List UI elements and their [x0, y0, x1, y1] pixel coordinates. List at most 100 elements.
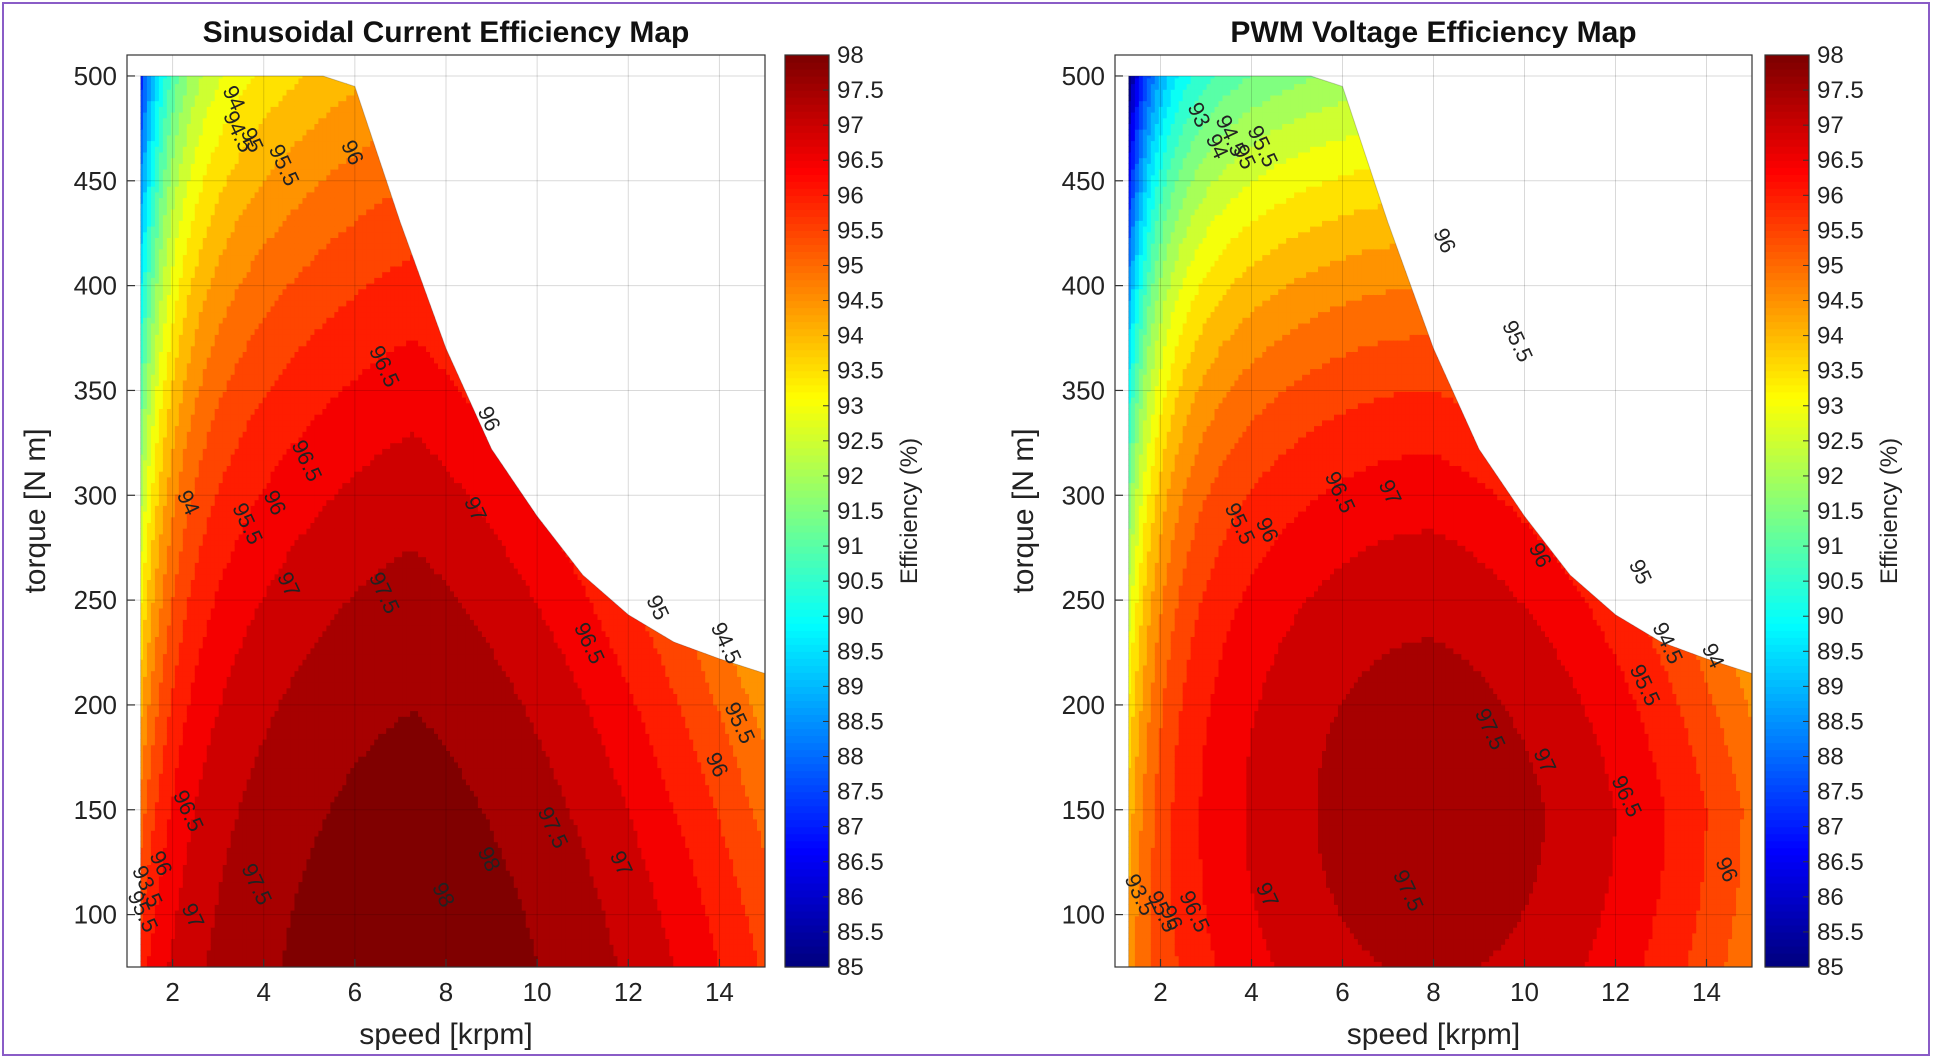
field-cell	[190, 898, 196, 905]
field-cell	[206, 824, 212, 831]
field-cell	[218, 311, 224, 318]
field-cell	[131, 78, 136, 84]
field-cell	[202, 408, 208, 415]
field-cell	[234, 345, 240, 352]
field-cell	[154, 898, 160, 905]
field-cell	[202, 186, 208, 193]
field-cell	[146, 208, 152, 216]
field-cell	[158, 596, 164, 603]
field-cell	[218, 191, 224, 199]
field-cell	[178, 459, 184, 466]
field-cell	[226, 151, 232, 159]
field-cell	[222, 77, 228, 85]
field-cell	[162, 790, 168, 797]
field-cell	[190, 733, 196, 740]
field-cell	[190, 636, 196, 643]
field-cell	[206, 186, 212, 193]
field-cell	[142, 214, 148, 221]
field-cell	[131, 260, 136, 266]
field-cell	[146, 642, 152, 649]
field-cell	[154, 556, 160, 563]
field-cell	[182, 625, 188, 632]
field-cell	[135, 750, 140, 756]
field-cell	[150, 476, 156, 484]
field-cell	[238, 818, 244, 826]
field-cell	[170, 265, 176, 273]
field-cell	[214, 767, 220, 774]
field-cell	[182, 448, 188, 455]
field-cell	[222, 157, 228, 164]
field-cell	[190, 488, 196, 495]
field-cell	[170, 311, 176, 318]
field-cell	[210, 522, 216, 529]
field-cell	[174, 271, 180, 278]
field-cell	[194, 522, 200, 529]
field-cell	[242, 493, 248, 501]
field-cell	[238, 442, 244, 449]
field-cell	[234, 835, 240, 843]
field-cell	[131, 363, 136, 369]
field-cell	[146, 699, 152, 706]
field-cell	[234, 368, 240, 375]
field-cell	[150, 801, 156, 808]
field-cell	[150, 203, 156, 210]
field-cell	[210, 89, 216, 96]
field-cell	[238, 858, 244, 865]
field-cell	[150, 670, 156, 677]
field-cell	[238, 716, 244, 723]
field-cell	[162, 505, 168, 512]
field-cell	[186, 613, 192, 620]
field-cell	[242, 699, 248, 706]
field-cell	[206, 550, 212, 558]
field-cell	[214, 522, 220, 529]
field-cell	[194, 881, 200, 888]
field-cell	[218, 528, 224, 535]
field-cell	[226, 693, 232, 700]
field-cell	[218, 573, 224, 580]
field-cell	[150, 414, 156, 421]
field-cell	[140, 562, 144, 569]
field-cell	[150, 915, 156, 922]
field-cell	[230, 676, 236, 683]
field-cell	[158, 790, 164, 797]
field-cell	[226, 830, 232, 837]
field-cell	[210, 203, 216, 210]
field-cell	[202, 596, 208, 603]
field-cell	[162, 813, 168, 820]
field-cell	[174, 716, 180, 723]
field-cell	[146, 385, 152, 392]
field-cell	[178, 790, 184, 797]
field-cell	[242, 226, 248, 233]
field-cell	[178, 465, 184, 472]
field-cell	[214, 847, 220, 854]
field-cell	[146, 778, 152, 786]
field-cell	[226, 157, 232, 164]
field-cell	[210, 790, 216, 797]
field-cell	[202, 881, 208, 888]
field-cell	[214, 436, 220, 444]
field-cell	[178, 186, 184, 193]
field-cell	[166, 157, 172, 164]
field-cell	[238, 767, 244, 774]
field-cell	[140, 243, 144, 250]
field-cell	[127, 397, 132, 403]
field-cell	[166, 488, 172, 495]
field-cell	[222, 476, 228, 484]
field-cell	[202, 402, 208, 409]
field-cell	[222, 915, 228, 922]
field-cell	[127, 460, 132, 466]
field-cell	[154, 847, 160, 854]
field-cell	[202, 813, 208, 820]
field-cell	[194, 727, 200, 734]
field-cell	[150, 847, 156, 854]
field-cell	[170, 539, 176, 546]
field-cell	[214, 841, 220, 848]
field-cell	[226, 847, 232, 854]
field-cell	[178, 693, 184, 700]
field-cell	[206, 938, 212, 945]
field-cell	[140, 693, 144, 700]
field-cell	[198, 522, 204, 529]
field-cell	[218, 231, 224, 238]
field-cell	[202, 807, 208, 814]
field-cell	[186, 550, 192, 558]
